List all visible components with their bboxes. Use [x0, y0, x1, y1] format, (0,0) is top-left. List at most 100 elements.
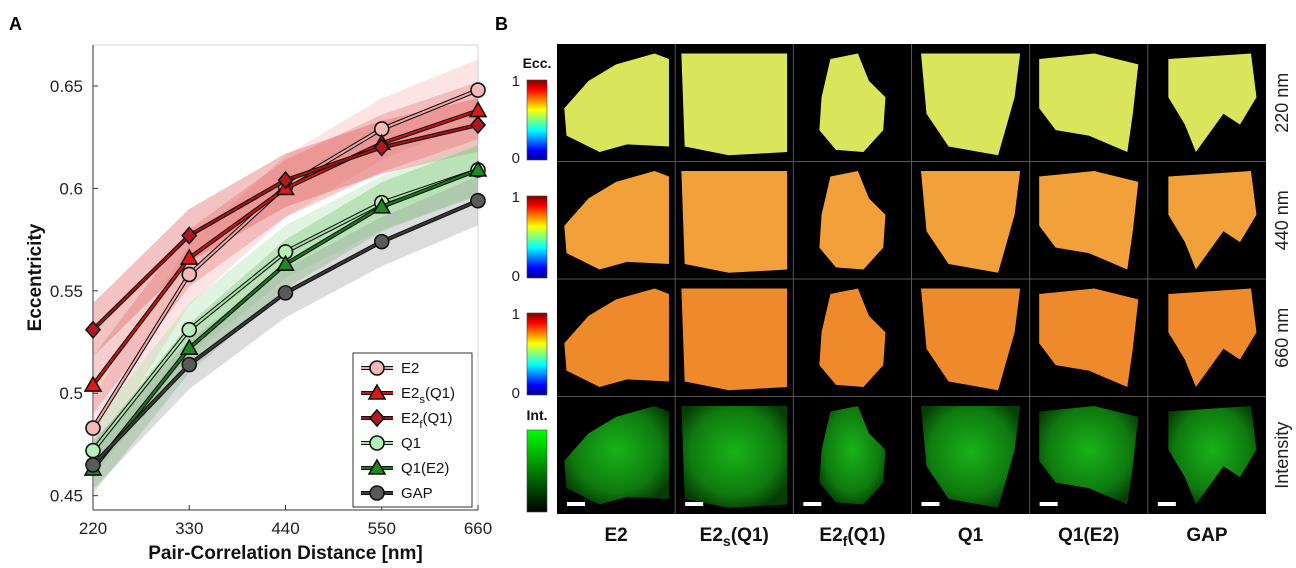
column-label-2: E2f(Q1): [819, 525, 885, 550]
scale-bar: [803, 502, 822, 506]
eccentricity-colorbar-title: Ecc.: [523, 55, 552, 71]
data-point-0-0: [85, 420, 101, 436]
column-label-2-suffix: (Q1): [847, 525, 885, 546]
data-point-2-0: [84, 320, 102, 339]
cell-1-2: [819, 170, 886, 270]
cell-image: [921, 53, 1021, 156]
cell-3-5: [1168, 405, 1257, 505]
data-point-5-1: [181, 356, 198, 373]
data-point-5-3: [373, 233, 390, 250]
row-label-2: 660 nm: [1272, 308, 1292, 368]
cell-image: [1168, 170, 1257, 270]
cell-image: [681, 53, 788, 156]
cell-3-0: [564, 405, 669, 505]
legend-label-0: E2: [401, 360, 419, 377]
legend-label-0-main: E2: [401, 360, 419, 377]
confidence-band-0: [93, 59, 478, 459]
data-point-2-4: [469, 115, 487, 135]
column-label-3: Q1: [958, 525, 984, 546]
scale-bar: [685, 502, 704, 506]
column-label-0: E2: [604, 525, 627, 546]
column-label-1-main: E2: [700, 525, 723, 546]
data-point-0-4: [470, 82, 486, 98]
cell-0-1: [681, 53, 788, 156]
y-tick-label: 0.55: [50, 282, 83, 301]
column-label-0-main: E2: [604, 525, 627, 546]
legend-label-4-main: Q1(E2): [401, 460, 449, 477]
row-label-1: 440 nm: [1272, 190, 1292, 250]
column-label-2-sub: f: [843, 534, 848, 550]
data-point-5-2: [277, 285, 294, 301]
scale-bar: [567, 502, 585, 506]
data-point-4-4: [468, 160, 488, 177]
row-label-3: Intensity: [1272, 422, 1292, 489]
column-label-1: E2s(Q1): [700, 525, 769, 550]
data-point-1-1: [179, 248, 199, 265]
cell-2-4: [1039, 288, 1139, 388]
y-tick-label: 0.5: [59, 384, 83, 403]
cell-image: [921, 288, 1021, 391]
cell-1-4: [1039, 170, 1139, 270]
cell-image: [819, 288, 886, 388]
cell-1-5: [1168, 170, 1257, 270]
legend-marker-2: [368, 408, 386, 428]
data-point-4-1: [179, 338, 199, 355]
column-label-3-main: Q1: [958, 525, 984, 546]
cell-1-0: [564, 170, 669, 270]
legend-label-2-sub: f: [419, 419, 423, 431]
scale-bar: [1157, 502, 1176, 506]
eccentricity-colorbar-1: [526, 195, 548, 279]
cell-2-0: [564, 288, 669, 388]
cell-1-3: [921, 170, 1021, 273]
colorbar-tick-min: 0: [512, 385, 520, 402]
cell-2-5: [1168, 288, 1257, 388]
colorbar-tick-min: 0: [512, 268, 520, 285]
x-tick-label: 220: [79, 519, 107, 538]
colorbar-tick-min: 0: [512, 150, 520, 167]
x-tick-label: 440: [271, 519, 299, 538]
cell-3-4: [1039, 405, 1139, 505]
cell-image: [819, 53, 886, 153]
column-label-2-main: E2: [819, 525, 842, 546]
legend-label-1-sub: s: [419, 394, 425, 406]
cell-image: [1168, 405, 1257, 505]
y-axis-title: Eccentricity: [25, 223, 46, 331]
cell-2-1: [681, 288, 788, 391]
confidence-band-2: [93, 98, 478, 357]
legend-label-2: E2f(Q1): [401, 410, 453, 431]
cell-0-4: [1039, 53, 1139, 153]
legend-label-5: GAP: [401, 485, 433, 502]
confidence-band-1: [93, 81, 478, 414]
data-point-5-4: [470, 192, 486, 209]
eccentricity-colorbar-0: [526, 79, 548, 161]
cell-3-1: [681, 405, 788, 508]
column-label-4: Q1(E2): [1058, 525, 1119, 546]
column-label-1-sub: s: [723, 534, 731, 550]
cell-image: [564, 170, 669, 270]
cell-image: [564, 405, 669, 505]
cell-image: [1039, 288, 1139, 388]
y-tick-label: 0.65: [50, 77, 83, 96]
confidence-band-5: [93, 176, 478, 490]
panel-b-letter: B: [495, 14, 508, 34]
scale-bar: [921, 502, 940, 506]
colorbar-tick-max: 1: [512, 306, 520, 323]
data-point-1-0: [83, 375, 103, 392]
data-point-2-3: [373, 138, 390, 157]
eccentricity-colorbar-2: [526, 312, 548, 396]
data-point-2-1: [181, 226, 198, 245]
cell-image: [564, 53, 669, 153]
column-label-4-main: Q1(E2): [1058, 525, 1119, 546]
legend-marker-1: [367, 383, 387, 400]
cell-1-1: [681, 170, 788, 273]
cell-0-2: [819, 53, 886, 153]
cell-image: [819, 170, 886, 270]
column-label-1-suffix: (Q1): [731, 525, 769, 546]
legend-label-3-main: Q1: [401, 435, 421, 452]
legend-label-5-main: GAP: [401, 485, 433, 502]
intensity-colorbar-title: Int.: [527, 407, 548, 423]
cell-image: [681, 405, 788, 508]
data-point-4-3: [372, 197, 392, 214]
data-point-3-0: [85, 442, 101, 459]
